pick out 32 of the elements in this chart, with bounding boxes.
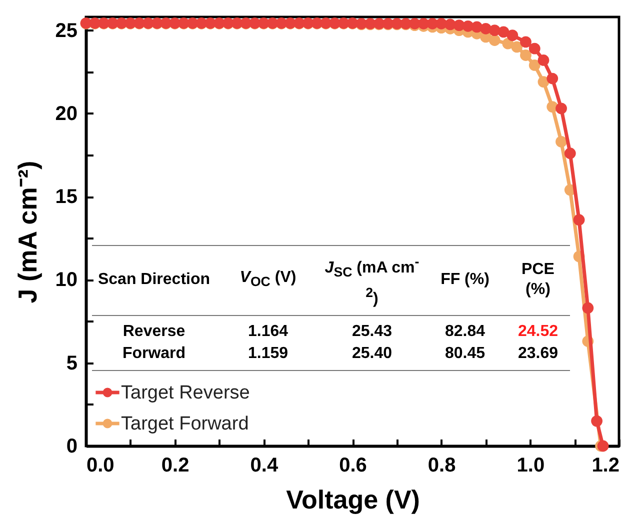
x-tick-label: 0.0: [86, 454, 114, 476]
x-tick-label: 0.4: [250, 454, 279, 476]
y-tick-label: 10: [55, 269, 78, 292]
annotation: 24.52: [516, 322, 560, 342]
annotation: 1.164: [246, 322, 290, 342]
y-tick-label: 0: [66, 436, 78, 458]
annotation: Forward: [92, 342, 216, 370]
annotation: Reverse: [122, 322, 186, 342]
x-tick-label: 0.6: [339, 454, 367, 476]
annotation: PCE (%): [506, 246, 570, 316]
y-tick-label: 25: [55, 20, 78, 42]
annotation: Scan Direction: [92, 246, 216, 316]
y-tick-label: 15: [55, 186, 78, 208]
annotation: V$_{OC}$ (V): [216, 246, 320, 316]
text: J$_{SC}$ (mA cm$^{-}$$^{2}$): [324, 254, 420, 307]
x-tick-label: 0.2: [161, 454, 190, 476]
x-tick-label: 0.8: [428, 454, 456, 476]
x-tick-label: 1.2: [592, 454, 620, 476]
annotation: FF (%): [424, 246, 506, 316]
annotation: 1.159: [216, 342, 320, 370]
y-tick-label: 20: [55, 102, 78, 125]
annotation: 25.40: [320, 342, 424, 370]
legend-label: Target Forward: [121, 414, 249, 434]
annotation: 25.43: [350, 322, 394, 342]
annotation: 23.69: [506, 342, 570, 370]
legend-label: Target Reverse: [121, 382, 250, 404]
x-tick-label: 1.0: [516, 454, 545, 476]
y-axis-title: J (mA cm⁻²): [12, 160, 42, 304]
annotation: 82.84: [444, 322, 486, 342]
y-tick-label: 5: [66, 352, 78, 374]
annotation: 80.45: [424, 342, 506, 370]
x-axis-title: Voltage (V): [286, 484, 420, 514]
